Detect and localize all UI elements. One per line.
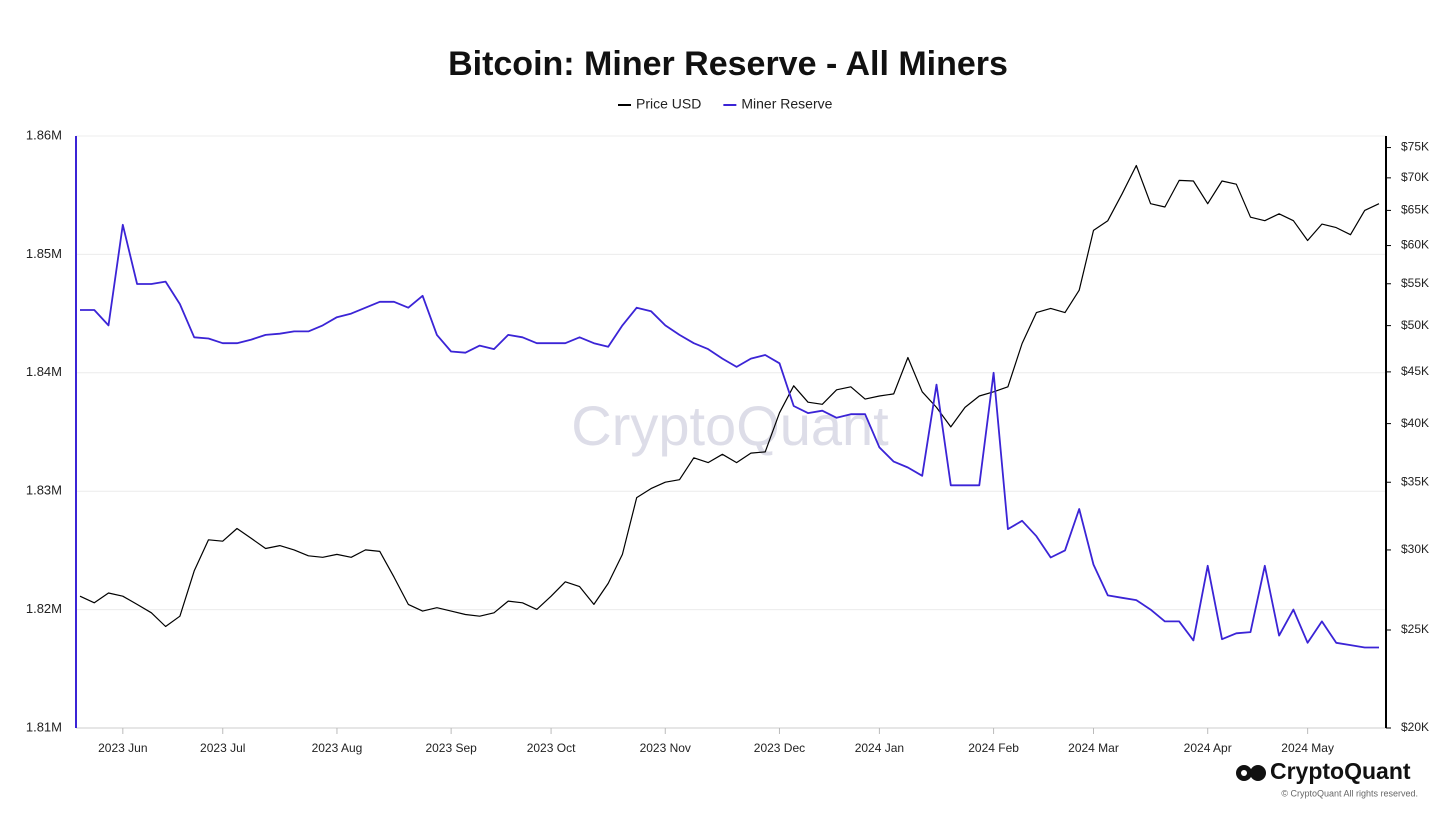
legend-label: Price USD [636, 96, 701, 112]
y-tick-label: 1.82M [26, 601, 62, 616]
y2-tick-label: $40K [1401, 416, 1429, 430]
y-tick-label: 1.83M [26, 483, 62, 498]
y-tick-label: 1.81M [26, 719, 62, 734]
x-tick-label: 2023 Jul [200, 741, 245, 755]
y-tick-label: 1.84M [26, 364, 62, 379]
x-tick-label: 2024 Feb [968, 741, 1019, 755]
x-tick-label: 2023 Aug [312, 741, 363, 755]
y2-tick-label: $75K [1401, 140, 1429, 154]
y-tick-label: 1.85M [26, 246, 62, 261]
y2-tick-label: $25K [1401, 622, 1429, 636]
y2-tick-label: $60K [1401, 238, 1429, 252]
x-tick-label: 2023 Nov [640, 741, 691, 755]
y2-tick-label: $20K [1401, 720, 1429, 734]
x-tick-label: 2024 Apr [1184, 741, 1232, 755]
y2-tick-label: $35K [1401, 474, 1429, 488]
y2-tick-label: $70K [1401, 170, 1429, 184]
y-tick-label: 1.86M [26, 127, 62, 142]
brand-logo [1236, 765, 1266, 781]
series-line [80, 223, 1379, 649]
x-tick-label: 2023 Sep [425, 741, 477, 755]
x-tick-label: 2024 Mar [1068, 741, 1119, 755]
y2-tick-label: $30K [1401, 542, 1429, 556]
x-tick-label: 2023 Oct [527, 741, 576, 755]
series-line [79, 164, 1380, 628]
chart-title: Bitcoin: Miner Reserve - All Miners [448, 45, 1008, 83]
x-tick-label: 2023 Jun [98, 741, 147, 755]
x-tick-label: 2024 Jan [855, 741, 904, 755]
y2-tick-label: $55K [1401, 276, 1429, 290]
y2-tick-label: $50K [1401, 318, 1429, 332]
x-tick-label: 2024 May [1281, 741, 1334, 755]
legend-label: Miner Reserve [741, 96, 832, 112]
copyright: © CryptoQuant All rights reserved. [1281, 788, 1418, 798]
y2-tick-label: $65K [1401, 203, 1429, 217]
brand-name: CryptoQuant [1270, 758, 1411, 784]
y2-tick-label: $45K [1401, 364, 1429, 378]
watermark: CryptoQuant [571, 394, 889, 457]
x-tick-label: 2023 Dec [754, 741, 805, 755]
